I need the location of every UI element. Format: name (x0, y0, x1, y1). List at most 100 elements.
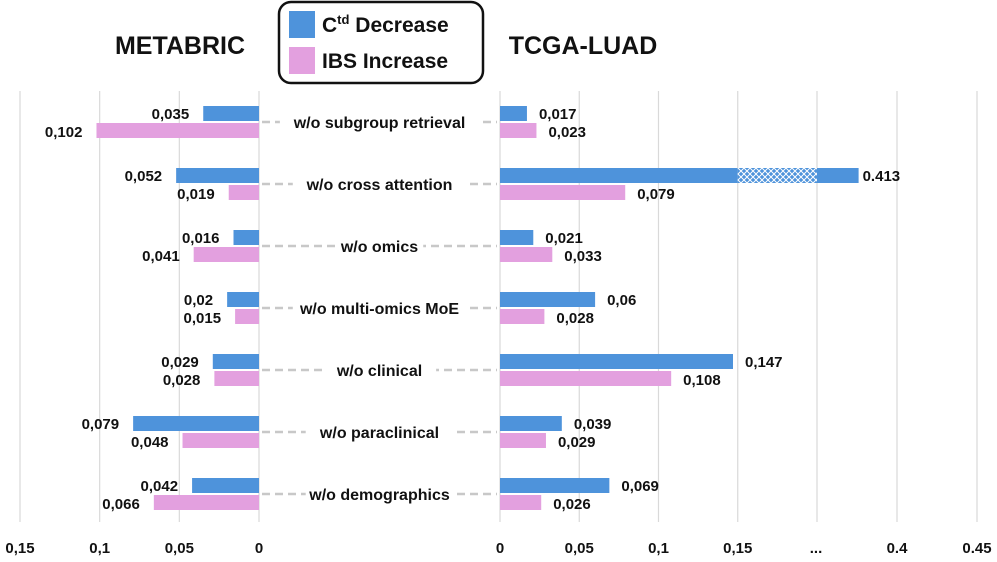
legend-label-ctd: Ctd Decrease (322, 12, 449, 37)
metabric-ctd-bar (203, 106, 259, 121)
metabric-ctd-value: 0,02 (184, 292, 213, 309)
tcga-ibs-bar (500, 123, 537, 138)
tcga-ctd-bar (500, 292, 596, 307)
tcga-ctd-value: 0,06 (607, 292, 636, 309)
tcga-ibs-value: 0,026 (553, 496, 591, 513)
metabric-title: METABRIC (115, 32, 245, 60)
category-label-bg (335, 235, 424, 257)
metabric-ibs-bar (228, 185, 259, 200)
category-label-bg (292, 173, 467, 195)
tcga-luad-title: TCGA-LUAD (509, 32, 658, 60)
metabric-ibs-bar (182, 433, 259, 448)
legend-swatch-ctd (289, 11, 315, 38)
category-label-bg (305, 421, 454, 443)
right-tick-label: ... (810, 540, 823, 557)
left-tick-label: 0,15 (5, 540, 34, 557)
tcga-ibs-value: 0,029 (558, 434, 596, 451)
left-tick-label: 0 (255, 540, 263, 557)
metabric-ctd-value: 0,016 (182, 230, 220, 247)
metabric-ctd-value: 0,029 (161, 354, 199, 371)
category-label: w/o omics (340, 239, 418, 256)
tcga-ibs-bar (500, 309, 545, 324)
left-tick-label: 0,05 (165, 540, 194, 557)
metabric-ctd-value: 0,052 (125, 168, 163, 185)
grid-lines (19, 91, 978, 522)
tcga-ibs-value: 0,079 (637, 186, 675, 203)
category-label-bg (322, 359, 437, 381)
metabric-ctd-bar (192, 478, 259, 493)
metabric-ctd-value: 0,035 (152, 106, 190, 123)
category-label: w/o multi-omics MoE (299, 301, 459, 318)
right-tick-label: 0.4 (887, 540, 909, 557)
metabric-ibs-bar (193, 247, 259, 262)
category-label-bg (279, 111, 480, 133)
tcga-ctd-bar-break (737, 168, 817, 183)
category-label: w/o subgroup retrieval (293, 115, 466, 132)
tcga-ctd-value: 0,147 (745, 354, 783, 371)
axis-ticks: 0,15 0,1 0,05 0 0 0,05 0,1 0,15... 0.4 0.45 (5, 540, 991, 557)
metabric-ibs-value: 0,028 (163, 372, 201, 389)
tcga-ctd-value: 0,021 (545, 230, 583, 247)
category-label-bg (292, 297, 467, 319)
tcga-ibs-bar (500, 185, 626, 200)
right-tick-label: 0 (496, 540, 504, 557)
metabric-ibs-bar (153, 495, 259, 510)
left-tick-label: 0,1 (89, 540, 110, 557)
tcga-ctd-bar-tail (817, 168, 859, 183)
metabric-ctd-bar (176, 168, 259, 183)
legend-label-ctd-sup: td (337, 12, 349, 27)
legend-box (277, 0, 485, 85)
tcga-ibs-bar (500, 371, 672, 386)
tcga-ctd-value: 0,039 (574, 416, 612, 433)
tcga-ibs-bar (500, 247, 553, 262)
tcga-ctd-bar (500, 106, 527, 121)
legend-swatch-ibs (289, 47, 315, 74)
legend-label-ibs: IBS Increase (322, 50, 448, 73)
metabric-ibs-bar (96, 123, 259, 138)
metabric-ibs-bar (235, 309, 259, 324)
right-tick-label: 0,15 (723, 540, 752, 557)
metabric-ibs-value: 0,102 (45, 124, 83, 141)
tcga-ibs-value: 0,023 (548, 124, 586, 141)
tcga-ibs-bar (500, 433, 546, 448)
metabric-ibs-value: 0,019 (177, 186, 215, 203)
metabric-ibs-value: 0,041 (142, 248, 180, 265)
category-label: w/o cross attention (306, 177, 453, 194)
tcga-ibs-value: 0,033 (564, 248, 602, 265)
tcga-ctd-bar (500, 230, 534, 245)
category-label: w/o demographics (308, 487, 450, 504)
legend-label-ctd-main: C (322, 14, 337, 37)
right-tick-label: 0,05 (565, 540, 594, 557)
metabric-ibs-bar (214, 371, 259, 386)
right-tick-label: 0.45 (962, 540, 991, 557)
category-label-bg (305, 483, 454, 505)
tcga-ibs-value: 0,108 (683, 372, 721, 389)
tcga-ctd-bar (500, 168, 738, 183)
legend-label-ctd-rest: Decrease (349, 14, 448, 37)
bars (96, 106, 859, 510)
metabric-ctd-value: 0,042 (141, 478, 179, 495)
tcga-ctd-value: 0,069 (621, 478, 659, 495)
metabric-ibs-value: 0,015 (184, 310, 222, 327)
tcga-ibs-bar (500, 495, 542, 510)
metabric-ctd-bar (212, 354, 259, 369)
tcga-ctd-bar (500, 416, 562, 431)
tcga-ctd-value: 0.413 (863, 168, 901, 185)
metabric-ctd-bar (133, 416, 259, 431)
metabric-ctd-value: 0,079 (82, 416, 120, 433)
metabric-ibs-value: 0,066 (102, 496, 140, 513)
right-tick-label: 0,1 (648, 540, 669, 557)
category-label: w/o clinical (336, 363, 422, 380)
legend: Ctd Decrease IBS Increase (277, 0, 485, 85)
metabric-ctd-bar (233, 230, 259, 245)
metabric-ctd-bar (227, 292, 259, 307)
category-label: w/o paraclinical (319, 425, 439, 442)
metabric-ibs-value: 0,048 (131, 434, 169, 451)
tcga-ibs-value: 0,028 (556, 310, 594, 327)
tcga-ctd-value: 0,017 (539, 106, 577, 123)
category-labels: w/o subgroup retrieval w/o cross attentio… (279, 111, 480, 505)
tcga-ctd-bar (500, 354, 733, 369)
tcga-ctd-bar (500, 478, 610, 493)
